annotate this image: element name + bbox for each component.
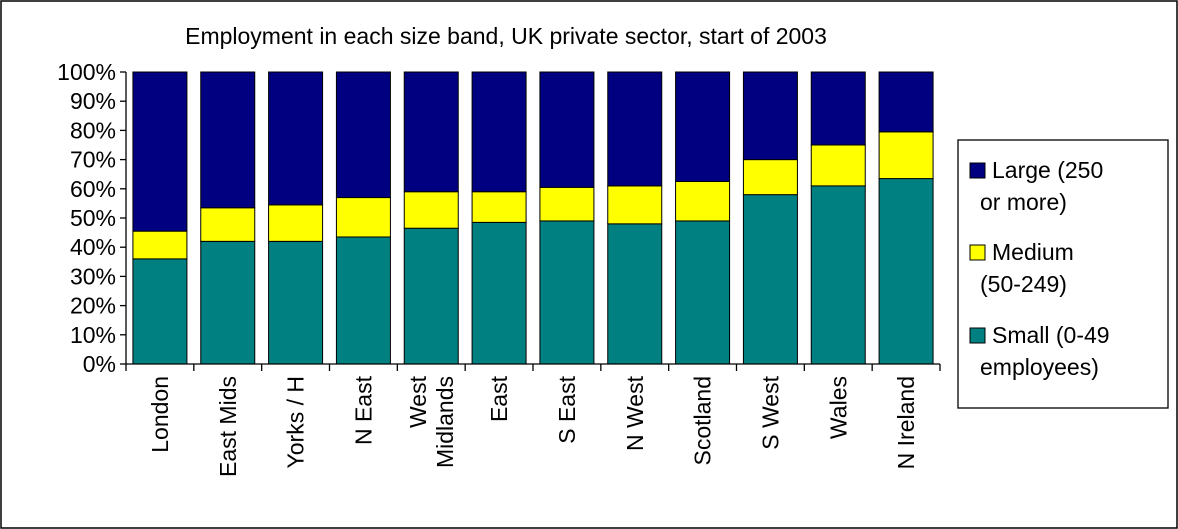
x-tick-label-n-west: N West [622, 375, 648, 451]
bar-s-west-small [742, 194, 798, 365]
x-tick-label-line: Yorks / H [283, 376, 309, 468]
x-tick-label-line: Wales [825, 376, 851, 439]
bar-west-midlands-small [403, 227, 459, 365]
x-tick-label-line: East Mids [215, 376, 241, 477]
chart-title: Employment in each size band, UK private… [185, 23, 827, 49]
bar-scotland-small [675, 220, 731, 365]
x-tick-label-east-mids: East Mids [215, 376, 241, 477]
y-tick-label: 30% [70, 263, 116, 289]
y-tick-label: 10% [70, 322, 116, 348]
legend-swatch [969, 244, 986, 261]
bar-n-ireland-small [878, 178, 934, 365]
x-tick-label-line: Midlands [432, 376, 458, 468]
x-tick-label-line: Scotland [690, 376, 716, 466]
y-tick-label: 40% [70, 234, 116, 260]
x-tick-label-line: East [486, 375, 512, 422]
x-tick-label-scotland: Scotland [690, 376, 716, 466]
legend-swatch [969, 327, 986, 344]
bar-east-large [471, 71, 527, 193]
bar-wales-medium [810, 144, 866, 187]
bar-yorks-h-small [268, 240, 324, 365]
legend-swatch [969, 162, 986, 179]
x-tick-label-line: London [147, 376, 173, 453]
bar-yorks-h-medium [268, 204, 324, 242]
legend-entry-medium: Medium (50-249) [969, 239, 1074, 297]
x-tick-label-east: East [486, 375, 512, 422]
x-tick-label-s-east: S East [554, 375, 580, 443]
x-tick-label-line: N East [350, 375, 376, 445]
bar-s-west-medium [742, 159, 798, 196]
legend-entry-large: Large (250 or more) [969, 157, 1103, 215]
legend-label-line: Small (0-49 [992, 322, 1110, 348]
bar-scotland-large [675, 71, 731, 182]
y-tick-label: 20% [70, 293, 116, 319]
bar-s-east-large [539, 71, 595, 188]
legend-label-line: employees) [980, 354, 1099, 380]
x-tick-label-yorks-h: Yorks / H [283, 376, 309, 468]
bar-london-medium [132, 230, 188, 260]
bar-n-west-medium [607, 185, 663, 225]
x-tick-label-line: West [405, 375, 431, 428]
x-tick-label-s-west: S West [757, 375, 783, 449]
bar-wales-small [810, 185, 866, 365]
legend-entry-small: Small (0-49 employees) [969, 322, 1110, 380]
bar-east-small [471, 221, 527, 365]
bar-s-east-small [539, 220, 595, 365]
bar-scotland-medium [675, 181, 731, 222]
legend: Large (250 or more) Medium (50-249) Small (0… [957, 139, 1169, 409]
y-tick-label: 80% [70, 117, 116, 143]
y-tick-label: 0% [83, 351, 116, 377]
bar-n-east-small [335, 236, 391, 365]
x-tick-label-london: London [147, 376, 173, 453]
bar-s-west-large [742, 71, 798, 161]
y-tick-label: 70% [70, 147, 116, 173]
legend-label-line: (50-249) [980, 271, 1067, 297]
bar-n-ireland-medium [878, 131, 934, 180]
legend-label-line: Medium [992, 239, 1074, 265]
bar-east-medium [471, 191, 527, 223]
bar-east-mids-medium [200, 207, 256, 242]
bar-n-east-large [335, 71, 391, 199]
bar-n-east-medium [335, 197, 391, 238]
bar-london-small [132, 258, 188, 365]
bar-n-west-large [607, 71, 663, 187]
bar-west-midlands-large [403, 71, 459, 193]
legend-box [957, 139, 1169, 409]
y-tick-label: 60% [70, 176, 116, 202]
bar-s-east-medium [539, 186, 595, 222]
legend-label-line: or more) [980, 189, 1067, 215]
x-tick-label-line: S East [554, 375, 580, 443]
bar-west-midlands-medium [403, 191, 459, 229]
bar-east-mids-small [200, 240, 256, 365]
bar-east-mids-large [200, 71, 256, 209]
bar-n-west-small [607, 223, 663, 365]
bar-london-large [132, 71, 188, 232]
x-tick-label-west-midlands: West Midlands [405, 375, 458, 468]
y-tick-label: 50% [70, 205, 116, 231]
x-tick-label-n-ireland: N Ireland [893, 376, 919, 469]
x-tick-label-wales: Wales [825, 376, 851, 439]
legend-label-line: Large (250 [992, 157, 1103, 183]
y-tick-label: 100% [57, 59, 116, 85]
y-tick-label: 90% [70, 88, 116, 114]
x-tick-label-line: N Ireland [893, 376, 919, 469]
axes: 0% 10% 20% 30% 40% 50% 60% 70% 80% 90% 100% London E… [57, 59, 941, 477]
bar-wales-large [810, 71, 866, 146]
x-tick-label-line: N West [622, 375, 648, 451]
bar-yorks-h-large [268, 71, 324, 206]
plot-area [132, 71, 934, 365]
bar-n-ireland-large [878, 71, 934, 133]
x-tick-label-line: S West [757, 375, 783, 449]
x-tick-label-n-east: N East [350, 375, 376, 445]
